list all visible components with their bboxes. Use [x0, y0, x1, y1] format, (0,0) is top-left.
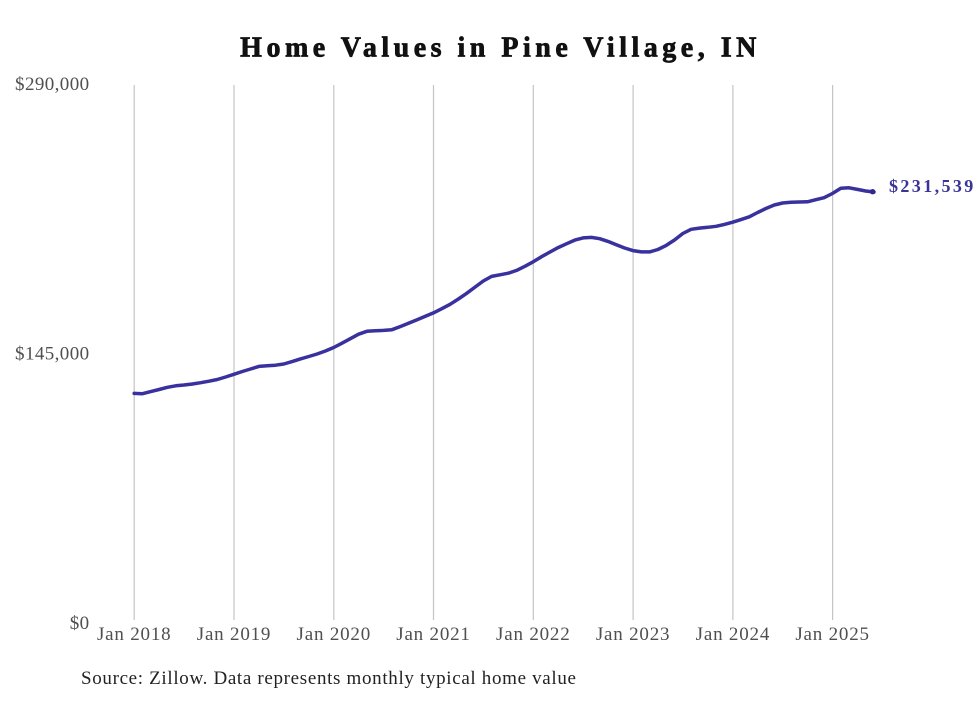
- svg-text:$145,000: $145,000: [15, 344, 89, 365]
- svg-text:Jan 2021: Jan 2021: [396, 624, 470, 645]
- svg-text:Source: Zillow. Data represent: Source: Zillow. Data represents monthly …: [81, 668, 577, 689]
- svg-text:Home Values in Pine Village, I: Home Values in Pine Village, IN: [240, 32, 761, 63]
- svg-text:Jan 2019: Jan 2019: [197, 624, 271, 645]
- svg-text:$0: $0: [70, 613, 90, 634]
- svg-text:Jan 2022: Jan 2022: [496, 624, 570, 645]
- svg-text:Jan 2023: Jan 2023: [596, 624, 670, 645]
- svg-text:$231,539: $231,539: [889, 176, 976, 196]
- svg-text:Jan 2020: Jan 2020: [297, 624, 371, 645]
- svg-text:Jan 2018: Jan 2018: [97, 624, 171, 645]
- svg-text:Jan 2024: Jan 2024: [696, 624, 770, 645]
- svg-text:$290,000: $290,000: [15, 74, 89, 95]
- svg-text:Jan 2025: Jan 2025: [795, 624, 869, 645]
